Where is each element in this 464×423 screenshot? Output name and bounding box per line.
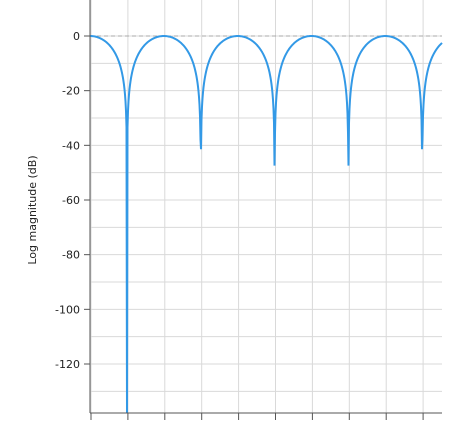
- series-line: [90, 35, 443, 414]
- y-tick-label: -60: [62, 194, 80, 207]
- y-tick-label: -20: [62, 85, 80, 98]
- y-axis-ticks: 0 -20 -40 -60 -80 -100 -120: [55, 30, 90, 371]
- y-tick-label: -120: [55, 358, 80, 371]
- y-tick-label: 0: [73, 30, 80, 43]
- y-tick-label: -100: [55, 303, 80, 316]
- y-tick-label: -80: [62, 249, 80, 262]
- y-tick-label: -40: [62, 139, 80, 152]
- y-axis-title: Log magnitude (dB): [26, 155, 39, 264]
- x-axis-ticks: [90, 413, 424, 420]
